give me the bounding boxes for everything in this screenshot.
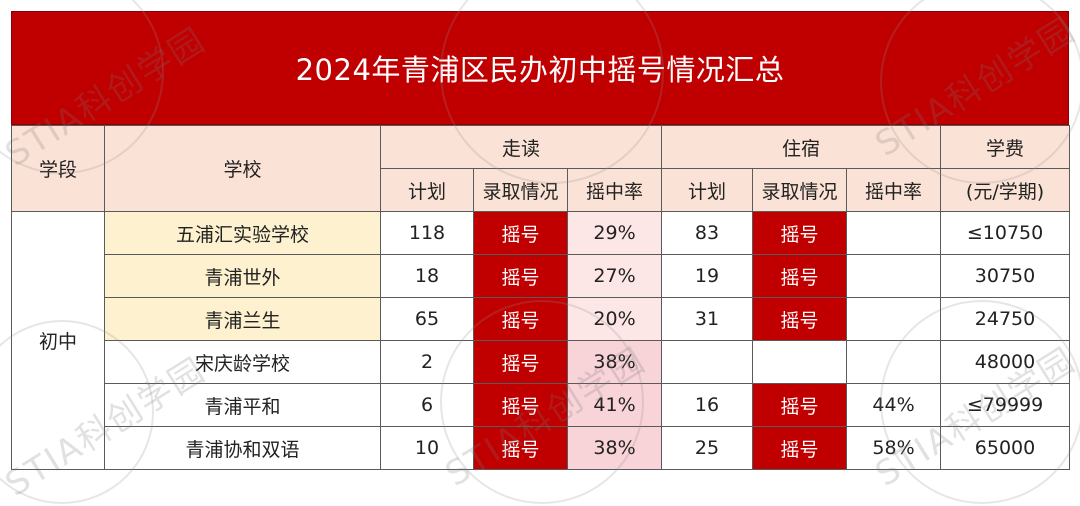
header-day-admission: 录取情况: [473, 168, 568, 212]
board-admission: 摇号: [752, 383, 848, 427]
board-plan: 19: [661, 254, 754, 298]
day-rate: 41%: [566, 383, 663, 427]
board-plan: 83: [661, 211, 754, 255]
day-admission: 摇号: [473, 211, 568, 255]
table-row: 初中 五浦汇实验学校 118 摇号 29% 83 摇号 ≤10750: [11, 211, 1071, 470]
tuition-fee: 65000: [940, 426, 1071, 470]
day-plan: 65: [380, 297, 474, 341]
tuition-fee: 48000: [940, 340, 1071, 384]
stage-cell: 初中: [11, 211, 105, 470]
school-name: 青浦兰生: [104, 297, 381, 341]
table-row: 宋庆龄学校 2 摇号 38% 48000: [12, 340, 1071, 384]
day-admission: 摇号: [473, 426, 568, 470]
tuition-fee: ≤10750: [940, 211, 1071, 255]
board-plan: 25: [661, 426, 754, 470]
school-name: 青浦世外: [104, 254, 381, 298]
day-plan: 18: [380, 254, 474, 298]
day-rate: 38%: [566, 340, 663, 384]
day-admission: 摇号: [473, 297, 568, 341]
board-plan: 31: [661, 297, 754, 341]
day-rate: 27%: [566, 254, 663, 298]
day-rate: 20%: [566, 297, 663, 341]
tuition-fee: 24750: [940, 297, 1071, 341]
day-plan: 6: [380, 383, 474, 427]
board-admission: 摇号: [752, 426, 848, 470]
header-day-rate: 摇中率: [566, 168, 663, 212]
board-admission: 摇号: [752, 297, 848, 341]
table-row: 青浦兰生 65 摇号 20% 31 摇号 24750: [12, 297, 1071, 341]
header-row-2: 计划 录取情况 摇中率 计划 录取情况 摇中率 (元/学期): [11, 168, 1071, 212]
board-rate: [846, 297, 942, 341]
table-row: 青浦世外 18 摇号 27% 19 摇号 30750: [12, 254, 1071, 298]
header-board-plan: 计划: [661, 168, 754, 212]
page-title: 2024年青浦区民办初中摇号情况汇总: [295, 53, 785, 87]
board-rate: [846, 340, 942, 384]
school-name: 青浦协和双语: [104, 426, 381, 470]
header-school: 学校: [104, 125, 381, 212]
board-plan: [661, 340, 754, 384]
header-stage: 学段: [11, 125, 105, 212]
header-fee-line1: 学费: [940, 125, 1071, 169]
day-plan: 2: [380, 340, 474, 384]
header-boarding: 住宿: [661, 125, 942, 169]
header-board-rate: 摇中率: [846, 168, 942, 212]
day-plan: 118: [380, 211, 474, 255]
header-fee-line2: (元/学期): [940, 168, 1071, 212]
header-day-plan: 计划: [380, 168, 474, 212]
day-rate: 38%: [566, 426, 663, 470]
board-admission: 摇号: [752, 254, 848, 298]
tuition-fee: ≤79999: [940, 383, 1071, 427]
title-banner: 2024年青浦区民办初中摇号情况汇总: [11, 11, 1069, 125]
summary-table: 学段 学校 走读 住宿 学费 计划 录取情况 摇中率 计划 录取情况 摇中率 (…: [11, 125, 1071, 470]
board-rate: 58%: [846, 426, 942, 470]
board-admission: [752, 340, 848, 384]
header-day: 走读: [379, 125, 663, 169]
day-plan: 10: [380, 426, 474, 470]
table-row: 青浦平和 6 摇号 41% 16 摇号 44% ≤79999: [12, 383, 1071, 427]
tuition-fee: 30750: [940, 254, 1071, 298]
board-plan: 16: [661, 383, 754, 427]
school-name: 五浦汇实验学校: [104, 211, 381, 255]
table-row: 青浦协和双语 10 摇号 38% 25 摇号 58% 65000: [12, 426, 1071, 470]
day-admission: 摇号: [473, 340, 568, 384]
day-admission: 摇号: [473, 383, 568, 427]
header-row-1: 学段 学校 走读 住宿 学费: [11, 125, 1071, 212]
header-board-admission: 录取情况: [752, 168, 848, 212]
school-name: 青浦平和: [104, 383, 381, 427]
day-rate: 29%: [566, 211, 663, 255]
board-admission: 摇号: [752, 211, 848, 255]
school-name: 宋庆龄学校: [104, 340, 381, 384]
board-rate: [846, 254, 942, 298]
board-rate: 44%: [846, 383, 942, 427]
day-admission: 摇号: [473, 254, 568, 298]
board-rate: [846, 211, 942, 255]
